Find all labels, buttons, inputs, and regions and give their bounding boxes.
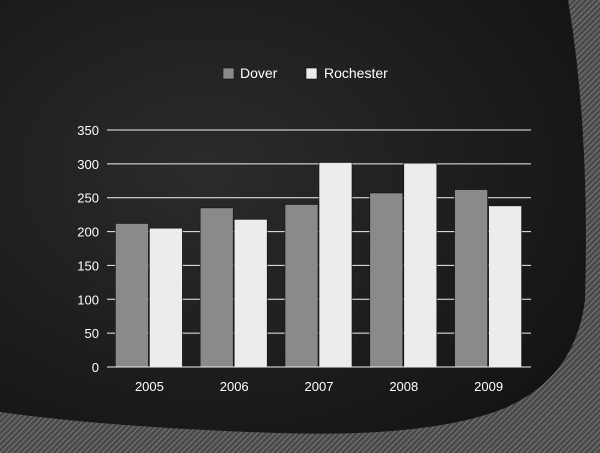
y-tick-label: 150 — [77, 258, 99, 273]
y-tick-label: 300 — [77, 157, 99, 172]
x-tick-label: 2005 — [135, 379, 164, 394]
x-tick-label: 2009 — [474, 379, 503, 394]
bar-rochester-2009 — [489, 206, 522, 367]
bar-dover-2008 — [370, 193, 403, 367]
x-tick-label: 2007 — [305, 379, 334, 394]
legend-label-rochester: Rochester — [324, 65, 388, 81]
bar-rochester-2007 — [319, 163, 352, 367]
bar-rochester-2005 — [149, 228, 182, 367]
legend-label-dover: Dover — [240, 65, 278, 81]
y-tick-label: 250 — [77, 191, 99, 206]
bar-dover-2005 — [115, 223, 148, 367]
bar-rochester-2006 — [234, 219, 267, 367]
x-tick-label: 2006 — [220, 379, 249, 394]
bar-dover-2009 — [455, 190, 488, 367]
legend-swatch-dover — [223, 68, 234, 79]
y-tick-label: 50 — [85, 326, 99, 341]
x-tick-label: 2008 — [389, 379, 418, 394]
bar-dover-2006 — [200, 208, 233, 367]
bar-rochester-2008 — [404, 163, 437, 367]
y-tick-label: 0 — [92, 360, 99, 375]
y-tick-label: 350 — [77, 123, 99, 138]
legend-swatch-rochester — [306, 68, 317, 79]
y-tick-label: 200 — [77, 225, 99, 240]
bar-dover-2007 — [285, 204, 318, 367]
y-tick-label: 100 — [77, 292, 99, 307]
